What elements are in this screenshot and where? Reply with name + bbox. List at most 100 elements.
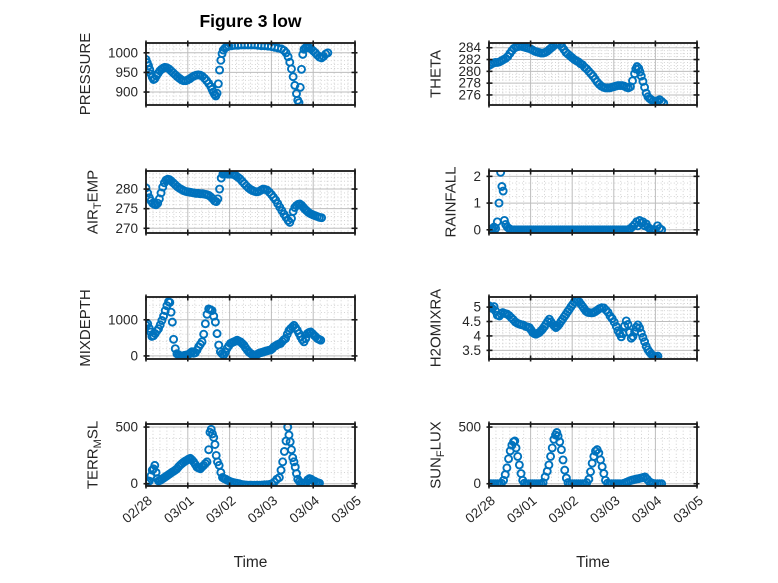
svg-text:02/28: 02/28 [119, 493, 155, 526]
svg-text:0: 0 [473, 222, 481, 237]
y-tick-labels: 0 500 [458, 420, 481, 492]
svg-text:03/05: 03/05 [670, 493, 706, 526]
svg-text:282: 282 [458, 52, 481, 67]
tick-marks [486, 294, 700, 362]
x-axis-label-time: Time [576, 554, 610, 571]
tick-marks [486, 168, 700, 235]
svg-text:275: 275 [115, 201, 138, 216]
svg-text:0: 0 [130, 348, 138, 363]
svg-text:500: 500 [115, 420, 138, 435]
grid [489, 43, 697, 105]
tick-marks [143, 40, 358, 108]
svg-text:4.5: 4.5 [462, 314, 481, 329]
axes-box [145, 296, 356, 360]
svg-text:03/02: 03/02 [203, 493, 239, 526]
h2omixra-plot: 3.544.55 H2OMIXRA [428, 289, 700, 367]
subplot-rainfall: 0 1 2 RAINFALL [377, 157, 713, 261]
subplot-pressure: 900 950 1000 PRESSURE [34, 29, 371, 133]
svg-text:03/03: 03/03 [587, 493, 623, 526]
svg-text:03/04: 03/04 [287, 493, 323, 527]
axes-box [145, 42, 356, 106]
h2omixra-markers [489, 297, 663, 359]
x-tick-labels: 02/28 03/01 03/02 03/03 03/04 03/05 [462, 493, 706, 527]
svg-text:4: 4 [473, 328, 481, 343]
y-tick-labels: 270 275 280 [115, 181, 138, 235]
y-tick-labels: 900 950 1000 [108, 45, 138, 99]
figure-title: Figure 3 low [199, 11, 302, 31]
sun-flux-plot: 0 500 SUNFLUX 02/28 03/01 03/02 03/03 03/04 03/0… [428, 420, 706, 571]
svg-text:0: 0 [473, 476, 481, 491]
x-axis-label-time: Time [234, 554, 268, 571]
axes-box [488, 169, 698, 234]
svg-text:1000: 1000 [108, 312, 138, 327]
air-temp-markers [146, 170, 327, 227]
pressure-plot: 900 950 1000 PRESSURE [77, 33, 358, 116]
mixdepth-ylabel: MIXDEPTH [77, 289, 94, 367]
svg-text:500: 500 [458, 420, 481, 435]
svg-text:03/05: 03/05 [328, 493, 364, 526]
air-temp-plot: 270 275 280 AIRTEMP [85, 168, 358, 235]
svg-text:276: 276 [458, 87, 481, 102]
theta-markers [489, 43, 669, 105]
svg-text:280: 280 [115, 181, 138, 196]
terr-msl-plot: 0 500 TERRMSL 02/28 03/01 03/02 03/03 03/04 03/0… [85, 420, 364, 571]
svg-text:1000: 1000 [108, 45, 138, 60]
subplot-air-temp: 270 275 280 AIRTEMP [34, 157, 371, 261]
sun-flux-ylabel: SUNFLUX [428, 421, 448, 489]
rainfall-markers [489, 170, 667, 233]
grid [146, 424, 355, 486]
sun-flux-markers [489, 428, 667, 486]
mixdepth-markers [146, 297, 326, 359]
subplot-terr-msl: 0 500 TERRMSL 02/28 03/01 03/02 03/03 03/04 03/0… [34, 410, 371, 583]
svg-text:284: 284 [458, 40, 481, 55]
axes-box [145, 423, 356, 487]
axes-box [145, 169, 356, 234]
pressure-markers [146, 43, 333, 105]
tick-marks [486, 40, 700, 108]
subplot-theta: 276 278 280 282 284 THETA [377, 29, 713, 133]
subplot-sun-flux: 0 500 SUNFLUX 02/28 03/01 03/02 03/03 03/04 03/0… [377, 410, 713, 583]
grid [489, 170, 697, 233]
svg-text:03/01: 03/01 [161, 493, 197, 526]
mixdepth-plot: 0 1000 MIXDEPTH [77, 289, 358, 367]
y-tick-labels: 3.544.55 [462, 300, 481, 358]
svg-text:03/04: 03/04 [629, 493, 665, 527]
svg-text:2: 2 [473, 168, 481, 183]
air-temp-ylabel: AIRTEMP [85, 169, 105, 233]
terr-msl-markers [146, 424, 324, 486]
h2omixra-ylabel: H2OMIXRA [428, 289, 445, 367]
theta-ylabel: THETA [428, 50, 445, 98]
svg-text:900: 900 [115, 85, 138, 100]
grid [146, 43, 355, 105]
rainfall-plot: 0 1 2 RAINFALL [443, 166, 700, 237]
subplot-h2omixra: 3.5 4 4.5 5 H2OMIXRA [377, 283, 713, 387]
svg-text:280: 280 [458, 64, 481, 79]
y-tick-labels: 0 1000 [108, 312, 138, 363]
svg-text:0: 0 [130, 476, 138, 491]
rainfall-ylabel: RAINFALL [443, 166, 460, 237]
svg-text:270: 270 [115, 220, 138, 235]
tick-marks [486, 421, 700, 489]
y-tick-labels: 0 500 [115, 420, 138, 492]
pressure-ylabel: PRESSURE [77, 33, 94, 116]
svg-text:03/03: 03/03 [245, 493, 281, 526]
tick-marks [143, 168, 358, 235]
axes-box [488, 423, 698, 487]
svg-text:02/28: 02/28 [462, 493, 498, 526]
tick-marks [143, 294, 358, 362]
svg-text:03/01: 03/01 [504, 493, 540, 526]
svg-text:5: 5 [473, 300, 481, 315]
svg-text:278: 278 [458, 76, 481, 91]
tick-marks [143, 421, 358, 489]
svg-text:3.5: 3.5 [462, 343, 481, 358]
grid [146, 170, 355, 233]
x-tick-labels: 02/28 03/01 03/02 03/03 03/04 03/05 [119, 493, 364, 527]
axes-box [488, 42, 698, 106]
y-tick-labels: 0 1 2 [473, 168, 481, 236]
svg-text:950: 950 [115, 65, 138, 80]
svg-text:1: 1 [473, 195, 481, 210]
svg-text:03/02: 03/02 [546, 493, 582, 526]
